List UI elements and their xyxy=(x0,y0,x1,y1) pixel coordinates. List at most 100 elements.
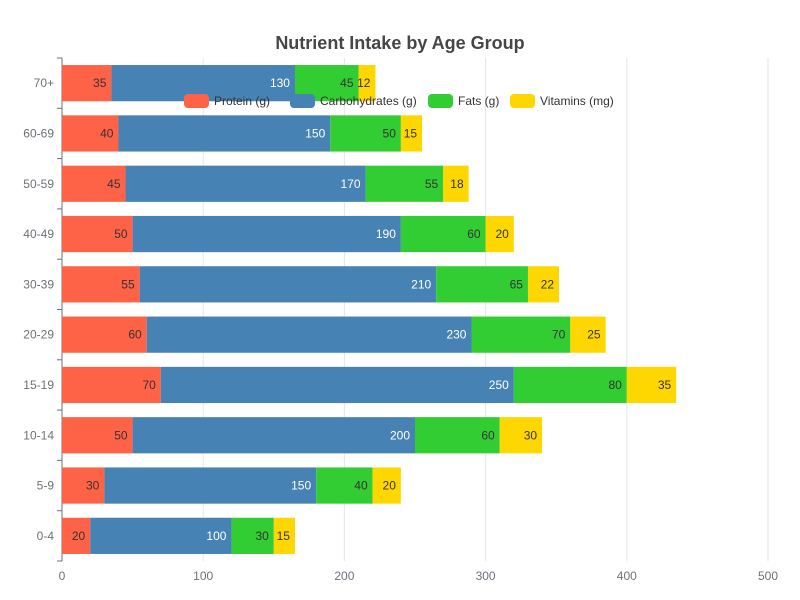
bar-value-label: 15 xyxy=(277,529,291,543)
y-tick-label: 50-59 xyxy=(23,177,54,191)
bar-value-label: 35 xyxy=(658,378,672,392)
bar-value-label: 50 xyxy=(114,428,128,442)
legend-swatch[interactable] xyxy=(290,94,315,108)
bar-segment[interactable] xyxy=(443,165,469,202)
bar-segment[interactable] xyxy=(62,165,126,202)
bar-segment[interactable] xyxy=(273,517,295,554)
bar-segment[interactable] xyxy=(626,366,677,404)
bar-segment[interactable] xyxy=(118,115,331,152)
legend-swatch[interactable] xyxy=(184,94,209,108)
bar-segment[interactable] xyxy=(104,467,317,504)
bar-segment[interactable] xyxy=(471,316,571,353)
bar-value-label: 45 xyxy=(107,177,121,191)
bar-value-label: 60 xyxy=(467,227,481,241)
chart-title: Nutrient Intake by Age Group xyxy=(275,33,524,53)
bar-segment[interactable] xyxy=(160,366,514,404)
bar-segment[interactable] xyxy=(358,65,376,102)
bar-segment[interactable] xyxy=(139,266,437,303)
legend-label[interactable]: Fats (g) xyxy=(458,94,499,108)
bar-value-label: 210 xyxy=(411,277,431,291)
bar-value-label: 80 xyxy=(608,378,622,392)
bar-segment[interactable] xyxy=(415,417,500,454)
legend-label[interactable]: Carbohydrates (g) xyxy=(320,94,417,108)
bar-value-label: 25 xyxy=(587,328,601,342)
bar-segment[interactable] xyxy=(485,215,514,253)
legend-label[interactable]: Protein (g) xyxy=(214,94,270,108)
bar-segment[interactable] xyxy=(62,417,133,454)
bar-segment[interactable] xyxy=(132,417,415,454)
bar-value-label: 150 xyxy=(291,479,311,493)
bar-value-label: 40 xyxy=(100,126,114,140)
x-tick-label: 100 xyxy=(193,569,213,583)
bar-value-label: 15 xyxy=(404,126,418,140)
bar-segment[interactable] xyxy=(62,467,105,504)
bar-value-label: 55 xyxy=(425,177,439,191)
y-tick-label: 30-39 xyxy=(23,277,54,291)
bar-value-label: 190 xyxy=(376,227,396,241)
y-tick-label: 70+ xyxy=(34,76,54,90)
x-tick-label: 500 xyxy=(758,569,778,583)
bar-value-label: 60 xyxy=(128,328,142,342)
bar-segment[interactable] xyxy=(62,517,91,554)
y-tick-label: 10-14 xyxy=(23,428,54,442)
bar-value-label: 65 xyxy=(510,277,524,291)
bar-segment[interactable] xyxy=(62,65,112,102)
bar-segment[interactable] xyxy=(90,517,232,554)
bar-segment[interactable] xyxy=(372,467,401,504)
bar-value-label: 130 xyxy=(270,76,290,90)
bar-value-labels: 20 100 30 15 30 150 40 20 50 200 60 30 70 250 80 35 60 23… xyxy=(72,76,672,543)
bar-segment[interactable] xyxy=(570,316,606,353)
x-tick-label: 400 xyxy=(617,569,637,583)
bars xyxy=(62,65,677,554)
bar-value-label: 45 xyxy=(340,76,354,90)
bar-segment[interactable] xyxy=(499,417,543,454)
bar-value-label: 50 xyxy=(383,126,397,140)
bar-segment[interactable] xyxy=(400,115,423,152)
x-tick-label: 0 xyxy=(59,569,66,583)
bar-value-label: 170 xyxy=(341,177,361,191)
y-tick-label: 5-9 xyxy=(37,479,55,493)
bar-value-label: 40 xyxy=(354,479,368,493)
bar-value-label: 70 xyxy=(552,328,566,342)
bar-value-label: 30 xyxy=(255,529,269,543)
bar-segment[interactable] xyxy=(365,165,444,202)
bar-segment[interactable] xyxy=(62,215,133,253)
bar-value-label: 100 xyxy=(206,529,226,543)
bar-value-label: 230 xyxy=(446,328,466,342)
bar-value-label: 60 xyxy=(481,428,495,442)
bar-segment[interactable] xyxy=(62,115,119,152)
bar-value-label: 70 xyxy=(142,378,156,392)
y-tick-label: 20-29 xyxy=(23,328,54,342)
bar-value-label: 35 xyxy=(93,76,107,90)
legend-swatch[interactable] xyxy=(510,94,535,108)
bar-segment[interactable] xyxy=(527,266,560,303)
bar-value-label: 250 xyxy=(489,378,509,392)
legend: Protein (g) Carbohydrates (g) Fats (g) Vita… xyxy=(184,94,614,108)
legend-label[interactable]: Vitamins (mg) xyxy=(540,94,614,108)
bar-value-label: 30 xyxy=(86,479,100,493)
bar-value-label: 50 xyxy=(114,227,128,241)
legend-swatch[interactable] xyxy=(428,94,453,108)
bar-value-label: 18 xyxy=(450,177,464,191)
bar-segment[interactable] xyxy=(132,215,401,253)
bar-segment[interactable] xyxy=(62,266,140,303)
bar-segment[interactable] xyxy=(125,165,366,202)
bar-segment[interactable] xyxy=(513,366,627,404)
x-tick-label: 300 xyxy=(476,569,496,583)
y-tick-label: 0-4 xyxy=(37,529,55,543)
bar-segment[interactable] xyxy=(146,316,472,353)
y-tick-label: 60-69 xyxy=(23,126,54,140)
bar-value-label: 22 xyxy=(541,277,555,291)
bar-segment[interactable] xyxy=(231,517,274,554)
bar-segment[interactable] xyxy=(330,115,401,152)
bar-segment[interactable] xyxy=(62,366,161,404)
bar-segment[interactable] xyxy=(62,316,147,353)
bar-segment[interactable] xyxy=(400,215,486,253)
y-tick-label: 40-49 xyxy=(23,227,54,241)
bar-segment[interactable] xyxy=(316,467,373,504)
bar-value-label: 55 xyxy=(121,277,135,291)
bar-segment[interactable] xyxy=(436,266,528,303)
bar-value-label: 12 xyxy=(357,76,371,90)
